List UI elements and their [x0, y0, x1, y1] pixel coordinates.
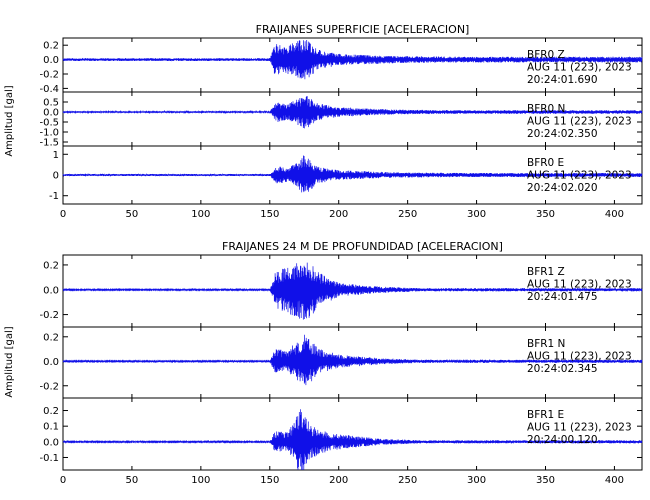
- x-tick-label: 50: [126, 209, 139, 220]
- station-annotation: BFR1 Z: [527, 266, 565, 278]
- x-tick-label: 300: [467, 475, 486, 486]
- waveform-trace: [62, 39, 643, 80]
- station-annotation: AUG 11 (223), 2023: [527, 62, 632, 74]
- x-tick-label: 200: [329, 209, 348, 220]
- waveform-trace: [62, 409, 643, 471]
- y-tick-label: 0.1: [43, 422, 59, 433]
- chart-title: FRAIJANES SUPERFICIE [ACELERACION]: [256, 23, 470, 36]
- station-annotation: 20:24:02.345: [527, 363, 598, 375]
- x-tick-label: 0: [60, 209, 66, 220]
- station-annotation: 20:24:02.350: [527, 128, 598, 140]
- x-tick-label: 350: [536, 475, 555, 486]
- y-axis-label: Amplitud [gal]: [4, 85, 15, 156]
- x-tick-label: 50: [126, 475, 139, 486]
- station-annotation: AUG 11 (223), 2023: [527, 422, 632, 434]
- y-tick-label: -1.5: [39, 138, 59, 149]
- x-tick-label: 250: [398, 209, 417, 220]
- station-annotation: AUG 11 (223), 2023: [527, 351, 632, 363]
- y-tick-label: -0.2: [39, 70, 59, 81]
- y-tick-label: 0.5: [43, 98, 59, 109]
- station-annotation: 20:24:00.120: [527, 434, 598, 446]
- y-tick-label: 0.2: [43, 260, 59, 271]
- y-tick-label: -1.0: [39, 128, 59, 139]
- station-annotation: 20:24:01.690: [527, 74, 598, 86]
- y-tick-label: 0.2: [43, 332, 59, 343]
- waveform-trace: [62, 262, 643, 320]
- x-tick-label: 400: [605, 475, 624, 486]
- x-tick-label: 400: [605, 209, 624, 220]
- x-tick-label: 150: [260, 475, 279, 486]
- station-annotation: AUG 11 (223), 2023: [527, 116, 632, 128]
- station-annotation: BFR0 N: [527, 103, 565, 115]
- x-tick-label: 100: [191, 475, 210, 486]
- y-tick-label: 0.2: [43, 41, 59, 52]
- waveform-trace: [62, 96, 643, 129]
- y-tick-label: -0.4: [39, 84, 59, 95]
- station-annotation: AUG 11 (223), 2023: [527, 170, 632, 182]
- y-tick-label: -1: [49, 191, 59, 202]
- panel-frame: [62, 397, 643, 471]
- y-tick-label: 1: [53, 150, 59, 161]
- x-tick-label: 150: [260, 209, 279, 220]
- y-tick-label: 0.0: [43, 108, 59, 119]
- y-axis-label: Amplitud [gal]: [4, 326, 15, 397]
- y-tick-label: 0.0: [43, 357, 59, 368]
- y-tick-label: 0: [53, 171, 59, 182]
- y-tick-label: -0.2: [39, 310, 59, 321]
- x-tick-label: 250: [398, 475, 417, 486]
- y-tick-label: 0.0: [43, 285, 59, 296]
- waveform-trace: [62, 334, 643, 386]
- x-tick-label: 100: [191, 209, 210, 220]
- x-tick-label: 200: [329, 475, 348, 486]
- station-annotation: AUG 11 (223), 2023: [527, 279, 632, 291]
- chart-title: FRAIJANES 24 M DE PROFUNDIDAD [ACELERACI…: [222, 240, 503, 253]
- y-tick-label: -0.2: [39, 381, 59, 392]
- y-tick-label: -0.1: [39, 453, 59, 464]
- x-tick-label: 300: [467, 209, 486, 220]
- station-annotation: BFR1 E: [527, 409, 564, 421]
- station-annotation: BFR0 Z: [527, 49, 565, 61]
- station-annotation: 20:24:01.475: [527, 291, 598, 303]
- y-tick-label: 0.2: [43, 406, 59, 417]
- station-annotation: BFR0 E: [527, 157, 564, 169]
- y-tick-label: -0.5: [39, 118, 59, 129]
- x-tick-label: 0: [60, 475, 66, 486]
- x-tick-label: 350: [536, 209, 555, 220]
- y-tick-label: 0.0: [43, 437, 59, 448]
- y-tick-label: 0.0: [43, 55, 59, 66]
- station-annotation: BFR1 N: [527, 338, 565, 350]
- waveform-trace: [62, 155, 643, 193]
- station-annotation: 20:24:02.020: [527, 182, 598, 194]
